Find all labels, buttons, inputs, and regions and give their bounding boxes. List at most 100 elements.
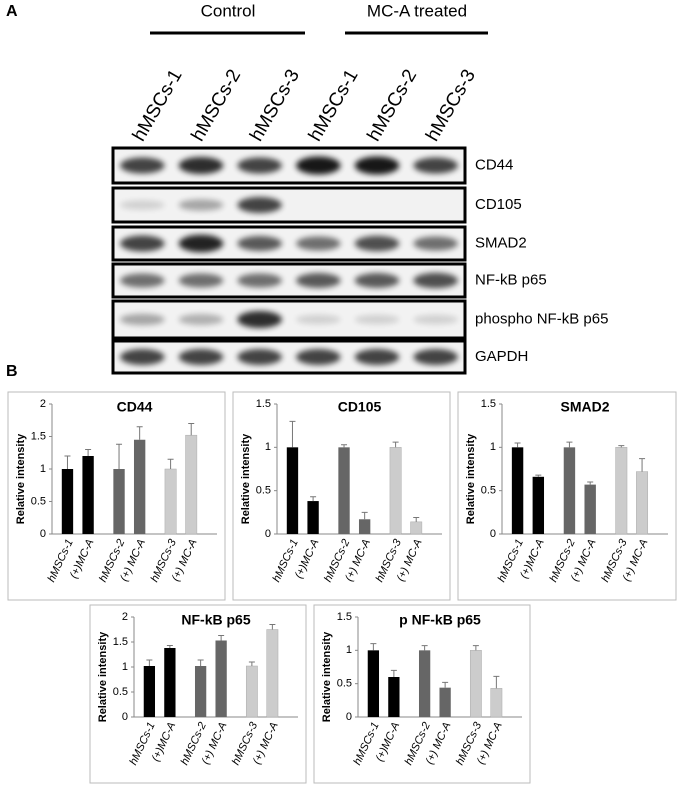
chart-title: CD105	[338, 399, 382, 415]
bar	[215, 640, 227, 717]
error-bar	[166, 645, 173, 648]
y-tick-label: 2	[40, 398, 46, 410]
bar	[164, 648, 176, 717]
error-bar	[370, 643, 377, 651]
bar	[307, 501, 319, 534]
band	[354, 273, 400, 288]
y-tick-label: 1	[265, 441, 271, 453]
bar	[490, 688, 503, 718]
band	[237, 273, 282, 288]
error-bar	[188, 423, 195, 436]
error-bar	[218, 635, 225, 641]
chart-title: NF-kB p65	[181, 612, 250, 628]
blot-frame	[111, 225, 467, 262]
error-bar	[535, 474, 542, 477]
lane-label: hMSCs-1	[305, 66, 363, 145]
band	[178, 314, 224, 325]
error-bar	[269, 624, 276, 630]
error-bar	[64, 455, 71, 469]
band	[296, 273, 341, 288]
bar	[113, 469, 125, 534]
y-tick-label: 0	[346, 711, 352, 723]
bar	[266, 629, 279, 718]
bar	[418, 650, 431, 717]
y-tick-label: 0	[490, 528, 496, 540]
band	[354, 235, 400, 252]
error-bar	[248, 661, 255, 666]
bar	[358, 519, 371, 534]
bar	[615, 447, 628, 535]
bar	[82, 456, 94, 534]
chart-title: CD44	[117, 399, 153, 415]
y-axis-label: Relative intensity	[97, 631, 109, 722]
bar	[410, 521, 423, 535]
blot-frame	[111, 146, 467, 185]
error-bar	[85, 449, 92, 456]
error-bar	[116, 443, 123, 469]
y-tick-label: 1.5	[337, 611, 352, 623]
y-tick-label: 0	[40, 528, 46, 540]
blot-label: SMAD2	[475, 234, 527, 251]
band	[237, 349, 282, 365]
blot-label: CD105	[475, 196, 522, 213]
band	[120, 349, 165, 365]
error-bar	[390, 669, 397, 677]
panel-label: A	[6, 3, 18, 20]
error-bar	[442, 681, 449, 688]
blot-frame	[111, 262, 467, 299]
error-bar	[587, 481, 594, 485]
band	[296, 314, 341, 325]
lane-label: hMSCs-2	[363, 66, 421, 145]
bar	[367, 650, 380, 717]
y-tick-label: 0.5	[481, 485, 496, 497]
band	[237, 311, 282, 328]
panel-label: B	[6, 363, 18, 380]
chart-title: p NF-kB p65	[399, 612, 481, 628]
blot-frame	[111, 186, 467, 224]
error-bar	[514, 442, 521, 448]
bar	[469, 650, 482, 718]
y-axis-label: Relative intensity	[15, 433, 27, 524]
lane-label: hMSCs-3	[246, 66, 304, 145]
bar	[338, 447, 350, 534]
blot-label: phospho NF-kB p65	[475, 310, 608, 327]
y-tick-label: 1.5	[256, 398, 271, 410]
error-bar	[639, 458, 646, 472]
band	[413, 236, 458, 251]
error-bar	[197, 659, 204, 666]
band	[120, 157, 165, 174]
band	[237, 197, 282, 213]
band	[296, 349, 341, 365]
error-bar	[341, 444, 348, 448]
error-bar	[146, 659, 153, 666]
lane-label: hMSCs-3	[422, 66, 480, 145]
error-bar	[136, 426, 143, 440]
bar	[389, 447, 402, 535]
bar	[636, 471, 649, 535]
y-tick-label: 1	[40, 463, 46, 475]
bar	[61, 469, 74, 534]
error-bar	[421, 645, 428, 651]
y-axis-label: Relative intensity	[240, 433, 252, 524]
y-tick-label: 0.5	[113, 686, 128, 698]
bar	[511, 447, 524, 534]
y-tick-label: 0.5	[31, 495, 46, 507]
band	[354, 156, 400, 175]
group-label: Control	[201, 1, 256, 20]
y-axis-label: Relative intensity	[465, 433, 477, 524]
band	[413, 272, 458, 289]
bar	[164, 468, 177, 535]
y-tick-label: 1	[490, 441, 496, 453]
bar	[563, 447, 576, 534]
blot-frame	[111, 339, 467, 375]
band	[296, 236, 341, 251]
y-tick-label: 0	[265, 528, 271, 540]
bar	[143, 666, 156, 717]
error-bar	[361, 511, 368, 520]
bar	[185, 434, 198, 535]
lane-label: hMSCs-1	[129, 66, 187, 145]
error-bar	[413, 517, 420, 522]
